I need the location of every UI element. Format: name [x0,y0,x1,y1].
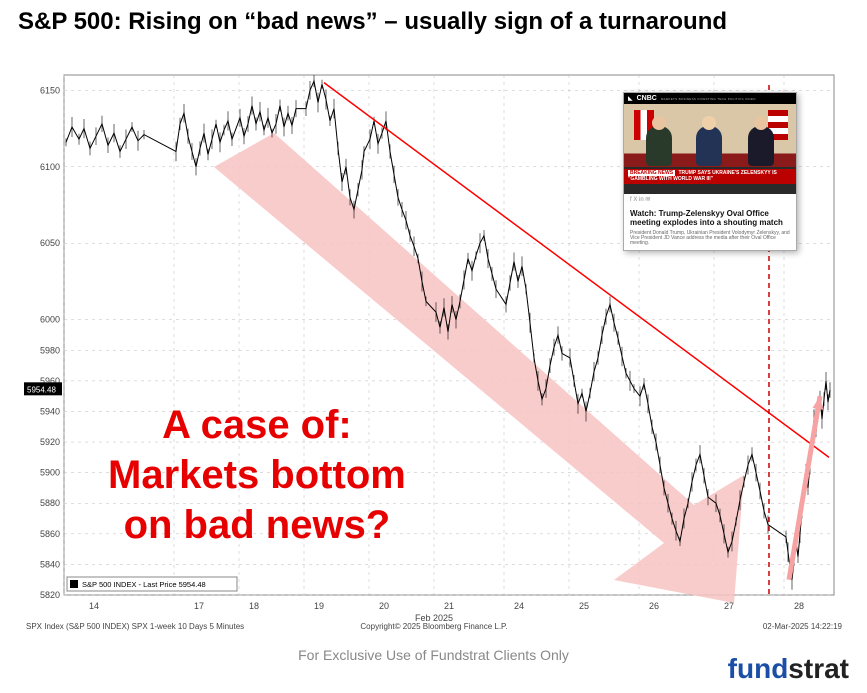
annot-line2: Markets bottom [108,450,406,500]
svg-text:6050: 6050 [40,238,60,248]
svg-text:19: 19 [314,601,324,611]
annot-line3: on bad news? [108,500,406,550]
svg-text:26: 26 [649,601,659,611]
svg-text:20: 20 [379,601,389,611]
svg-text:Copyright© 2025 Bloomberg Fina: Copyright© 2025 Bloomberg Finance L.P. [360,622,507,631]
svg-text:24: 24 [514,601,524,611]
news-thumbnail: ◣ CNBC MARKETS BUSINESS INVESTING TECH P… [623,92,797,251]
svg-text:5940: 5940 [40,406,60,416]
svg-text:6000: 6000 [40,315,60,325]
svg-text:17: 17 [194,601,204,611]
news-video-still: BREAKING NEWS TRUMP SAYS UKRAINE'S ZELEN… [624,104,796,194]
svg-text:5880: 5880 [40,498,60,508]
news-headline: Watch: Trump-Zelenskyy Oval Office meeti… [624,205,796,231]
news-chyron: BREAKING NEWS TRUMP SAYS UKRAINE'S ZELEN… [624,169,796,184]
slide: S&P 500: Rising on “bad news” – usually … [0,0,867,693]
news-nav: MARKETS BUSINESS INVESTING TECH POLITICS… [661,97,756,101]
news-brand: CNBC [637,95,657,102]
fundstrat-logo: fundstrat [728,653,849,685]
svg-text:S&P 500 INDEX - Last Price 595: S&P 500 INDEX - Last Price 5954.48 [82,580,206,589]
svg-text:25: 25 [579,601,589,611]
svg-text:28: 28 [794,601,804,611]
svg-text:6100: 6100 [40,162,60,172]
svg-text:5860: 5860 [40,529,60,539]
svg-text:5980: 5980 [40,345,60,355]
annotation-text: A case of: Markets bottom on bad news? [108,400,406,550]
svg-text:5900: 5900 [40,468,60,478]
page-title: S&P 500: Rising on “bad news” – usually … [18,8,727,36]
svg-text:02-Mar-2025 14:22:19: 02-Mar-2025 14:22:19 [763,622,843,631]
svg-text:21: 21 [444,601,454,611]
svg-text:5840: 5840 [40,559,60,569]
svg-text:SPX Index (S&P 500 INDEX) SPX: SPX Index (S&P 500 INDEX) SPX 1-week 10 … [26,622,244,631]
annot-line1: A case of: [108,400,406,450]
svg-text:5954.48: 5954.48 [27,385,56,394]
svg-text:5820: 5820 [40,590,60,600]
svg-text:18: 18 [249,601,259,611]
news-subhead: President Donald Trump, Ukrainian Presid… [624,231,796,250]
news-header: ◣ CNBC MARKETS BUSINESS INVESTING TECH P… [624,93,796,104]
svg-text:14: 14 [89,601,99,611]
news-social-icons: f X in ✉ [624,194,796,205]
svg-text:5920: 5920 [40,437,60,447]
svg-text:6150: 6150 [40,85,60,95]
